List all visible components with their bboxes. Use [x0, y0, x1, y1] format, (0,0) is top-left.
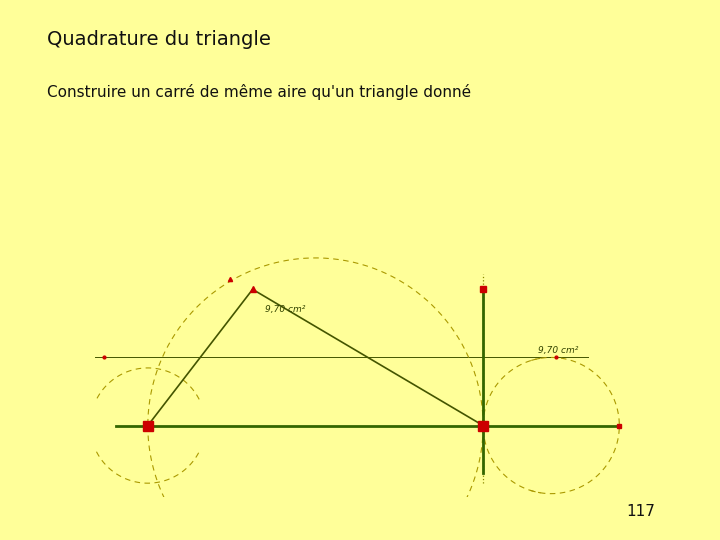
Text: Construire un carré de même aire qu'un triangle donné: Construire un carré de même aire qu'un t…	[47, 84, 471, 100]
Text: Quadrature du triangle: Quadrature du triangle	[47, 30, 271, 49]
Text: 117: 117	[626, 504, 655, 519]
Text: 9,70 cm²: 9,70 cm²	[538, 346, 578, 355]
Text: 9,70 cm²: 9,70 cm²	[265, 306, 305, 314]
